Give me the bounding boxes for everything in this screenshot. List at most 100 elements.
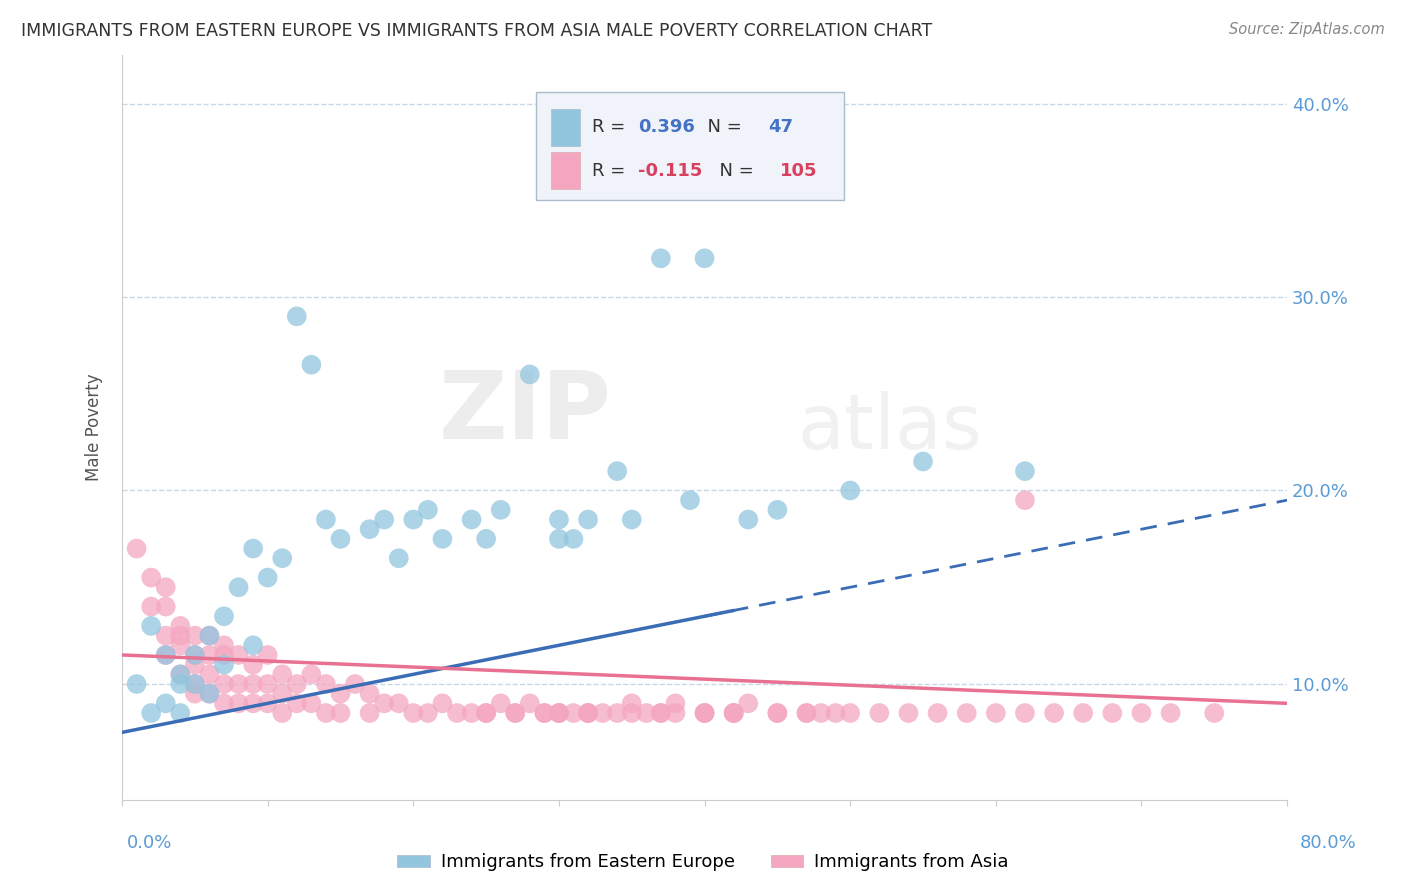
Point xyxy=(212,657,235,672)
Point xyxy=(256,696,278,710)
Point xyxy=(1101,706,1123,720)
Point xyxy=(1043,706,1066,720)
Point xyxy=(576,706,599,720)
Point xyxy=(693,252,716,266)
Point xyxy=(416,503,439,517)
Point xyxy=(299,696,322,710)
Point xyxy=(228,696,250,710)
Point xyxy=(184,657,207,672)
Point xyxy=(1160,706,1182,720)
Point xyxy=(184,677,207,691)
Point xyxy=(475,532,498,546)
Point xyxy=(329,687,352,701)
Point xyxy=(359,687,381,701)
Point xyxy=(184,629,207,643)
Point xyxy=(184,648,207,662)
Point xyxy=(693,706,716,720)
Point xyxy=(519,696,541,710)
Point xyxy=(141,706,163,720)
Point xyxy=(868,706,890,720)
Text: IMMIGRANTS FROM EASTERN EUROPE VS IMMIGRANTS FROM ASIA MALE POVERTY CORRELATION : IMMIGRANTS FROM EASTERN EUROPE VS IMMIGR… xyxy=(21,22,932,40)
Text: 80.0%: 80.0% xyxy=(1301,834,1357,852)
Point xyxy=(533,706,555,720)
Point xyxy=(198,687,221,701)
Text: -0.115: -0.115 xyxy=(638,161,703,179)
Point xyxy=(548,706,571,720)
Point xyxy=(620,512,643,526)
Point xyxy=(723,706,745,720)
Point xyxy=(198,629,221,643)
Point xyxy=(359,522,381,536)
Point xyxy=(956,706,979,720)
Point xyxy=(475,706,498,720)
Point xyxy=(533,706,555,720)
Point xyxy=(169,619,191,633)
Point xyxy=(242,677,264,691)
Point xyxy=(650,706,672,720)
Point xyxy=(737,696,759,710)
Point xyxy=(155,580,177,594)
Point xyxy=(592,706,614,720)
Point xyxy=(285,677,308,691)
Point xyxy=(198,667,221,681)
Point xyxy=(359,706,381,720)
Text: Source: ZipAtlas.com: Source: ZipAtlas.com xyxy=(1229,22,1385,37)
Point xyxy=(315,677,337,691)
Point xyxy=(212,696,235,710)
Point xyxy=(125,541,148,556)
Point xyxy=(606,464,628,478)
Point xyxy=(562,532,585,546)
Point xyxy=(620,706,643,720)
Point xyxy=(285,310,308,324)
Point xyxy=(155,648,177,662)
Point xyxy=(897,706,920,720)
Point xyxy=(198,648,221,662)
Point xyxy=(723,706,745,720)
Point xyxy=(810,706,832,720)
Point xyxy=(693,706,716,720)
Text: ZIP: ZIP xyxy=(439,367,612,458)
Point xyxy=(299,667,322,681)
Point xyxy=(679,493,702,508)
Point xyxy=(299,358,322,372)
Point xyxy=(315,706,337,720)
Point xyxy=(329,706,352,720)
Point xyxy=(432,532,454,546)
Point xyxy=(169,629,191,643)
Point xyxy=(373,696,395,710)
Point xyxy=(271,667,294,681)
Point xyxy=(1014,493,1036,508)
Point xyxy=(824,706,846,720)
Point xyxy=(446,706,468,720)
Point xyxy=(228,677,250,691)
Text: 105: 105 xyxy=(780,161,818,179)
Point xyxy=(141,570,163,584)
Text: 47: 47 xyxy=(769,119,793,136)
Point xyxy=(285,696,308,710)
Legend: Immigrants from Eastern Europe, Immigrants from Asia: Immigrants from Eastern Europe, Immigran… xyxy=(389,847,1017,879)
Point xyxy=(911,454,934,468)
Point xyxy=(650,706,672,720)
Point xyxy=(460,706,482,720)
Point xyxy=(839,483,862,498)
FancyBboxPatch shape xyxy=(551,152,579,189)
Text: R =: R = xyxy=(592,119,630,136)
Text: N =: N = xyxy=(696,119,742,136)
Point xyxy=(125,677,148,691)
Point xyxy=(432,696,454,710)
Point xyxy=(344,677,367,691)
Point xyxy=(1071,706,1094,720)
Point xyxy=(693,706,716,720)
Point xyxy=(184,687,207,701)
Text: 0.0%: 0.0% xyxy=(127,834,172,852)
Point xyxy=(242,541,264,556)
Point xyxy=(576,706,599,720)
Point xyxy=(503,706,526,720)
Point xyxy=(606,706,628,720)
Point xyxy=(242,696,264,710)
Point xyxy=(1204,706,1226,720)
Point xyxy=(388,551,411,566)
Point xyxy=(402,706,425,720)
Point xyxy=(548,532,571,546)
Point xyxy=(184,648,207,662)
